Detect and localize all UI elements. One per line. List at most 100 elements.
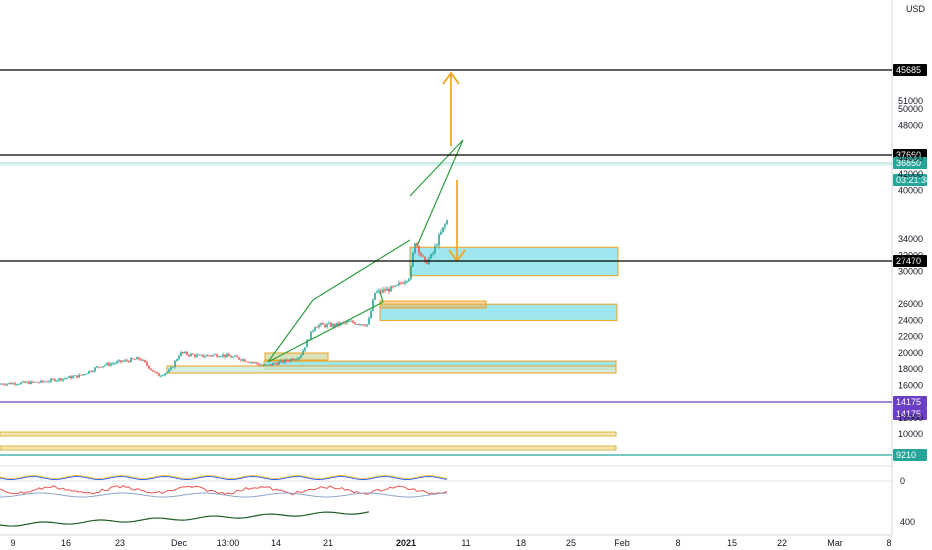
candle-body (200, 354, 202, 356)
candle-body (290, 358, 292, 362)
candle-body (156, 372, 158, 374)
drawings-layer (267, 71, 466, 363)
candle-body (48, 381, 50, 383)
candle-body (204, 356, 206, 358)
price-tick-label: 30000 (898, 267, 923, 277)
candle-body (186, 351, 188, 355)
price-tick-label: 32000 (898, 250, 923, 260)
candle-body (246, 361, 248, 363)
candle-body (20, 382, 22, 385)
price-tick-label: 22000 (898, 332, 923, 342)
candle-body (354, 322, 356, 325)
candle-body (248, 362, 250, 363)
price-tick-label: 42000 (898, 169, 923, 179)
candle-body (368, 318, 370, 325)
candle-body (74, 375, 76, 377)
price-level-tag-text: 9210 (896, 450, 916, 460)
candle-body (124, 360, 126, 362)
time-tick-label: 8 (886, 538, 891, 548)
candle-body (116, 361, 118, 364)
candle-body (196, 354, 198, 357)
candle-body (30, 381, 32, 384)
candle-body (110, 363, 112, 366)
price-tick-label: 40000 (898, 185, 923, 195)
candle-body (140, 359, 142, 361)
candle-body (226, 354, 228, 357)
candle-body (72, 376, 74, 379)
time-tick-label: 11 (461, 538, 470, 548)
candle-body (206, 355, 208, 357)
candle-body (194, 354, 196, 357)
candle-body (40, 380, 42, 383)
candle-body (64, 378, 66, 380)
time-axis[interactable]: 9 16 23 Dec 13:00 14 21 2021 11 18 25 Feb 8 15 22 Mar 8 (10, 538, 891, 548)
candle-body (152, 369, 154, 372)
candle-body (96, 366, 98, 368)
candle-body (380, 290, 382, 293)
candle-body (400, 282, 402, 284)
candle-body (358, 324, 360, 325)
candle-body (224, 354, 226, 357)
candle-body (178, 356, 180, 360)
candle-body (192, 353, 194, 355)
candle-body (314, 327, 316, 331)
candle-body (410, 266, 412, 279)
candle-body (90, 370, 92, 372)
time-tick-label: 13:00 (217, 538, 240, 548)
candle-body (334, 323, 336, 327)
candle-body (208, 355, 210, 356)
candle-body (346, 321, 348, 323)
candle-body (360, 324, 362, 326)
candle-body (166, 372, 168, 374)
price-level-tag (893, 255, 927, 267)
candle-body (80, 374, 82, 376)
candle-body (238, 357, 240, 360)
candle-body (316, 327, 318, 328)
candle-body (232, 356, 234, 358)
candle-body (366, 324, 368, 326)
price-level-tag-text: 03:21:38 (896, 175, 931, 185)
candle-body (242, 359, 244, 361)
candle-body (370, 310, 372, 319)
time-tick-label: 2021 (396, 538, 416, 548)
price-tick-label: 50000 (898, 104, 923, 114)
candle-body (10, 382, 12, 385)
candle-body (310, 331, 312, 340)
price-level-tag-text: 36850 (896, 158, 921, 168)
candle-body (322, 323, 324, 325)
candle-body (84, 374, 86, 375)
candle-body (8, 382, 10, 384)
price-axis[interactable]: 10000 12000 16000 18000 20000 22000 24000 26000… (898, 96, 923, 439)
candle-body (82, 374, 84, 376)
time-tick-label: 16 (61, 538, 71, 548)
price-level-tag (893, 408, 927, 420)
candle-body (324, 324, 326, 327)
candle-body (352, 320, 354, 323)
candle-body (406, 280, 408, 282)
candles-layer (0, 219, 448, 387)
candle-body (174, 361, 176, 367)
candle-body (172, 366, 174, 368)
candle-body (294, 359, 296, 361)
candle-body (86, 373, 88, 375)
candle-body (36, 381, 38, 383)
candle-body (426, 260, 428, 264)
candle-body (134, 359, 136, 360)
price-level-tag-text: 27470 (896, 256, 921, 266)
wedge-upper (409, 139, 464, 197)
candle-body (298, 357, 300, 360)
candle-body (128, 360, 130, 363)
candle-body (378, 290, 380, 292)
candle-body (4, 384, 6, 386)
candle-body (382, 289, 384, 293)
candle-body (284, 359, 286, 363)
candle-body (154, 371, 156, 373)
candle-body (34, 381, 36, 383)
candle-body (78, 374, 80, 378)
candle-body (362, 324, 364, 326)
candle-body (16, 384, 18, 386)
channel-edge (379, 291, 384, 303)
candle-body (92, 371, 94, 372)
time-tick-label: 22 (777, 538, 787, 548)
